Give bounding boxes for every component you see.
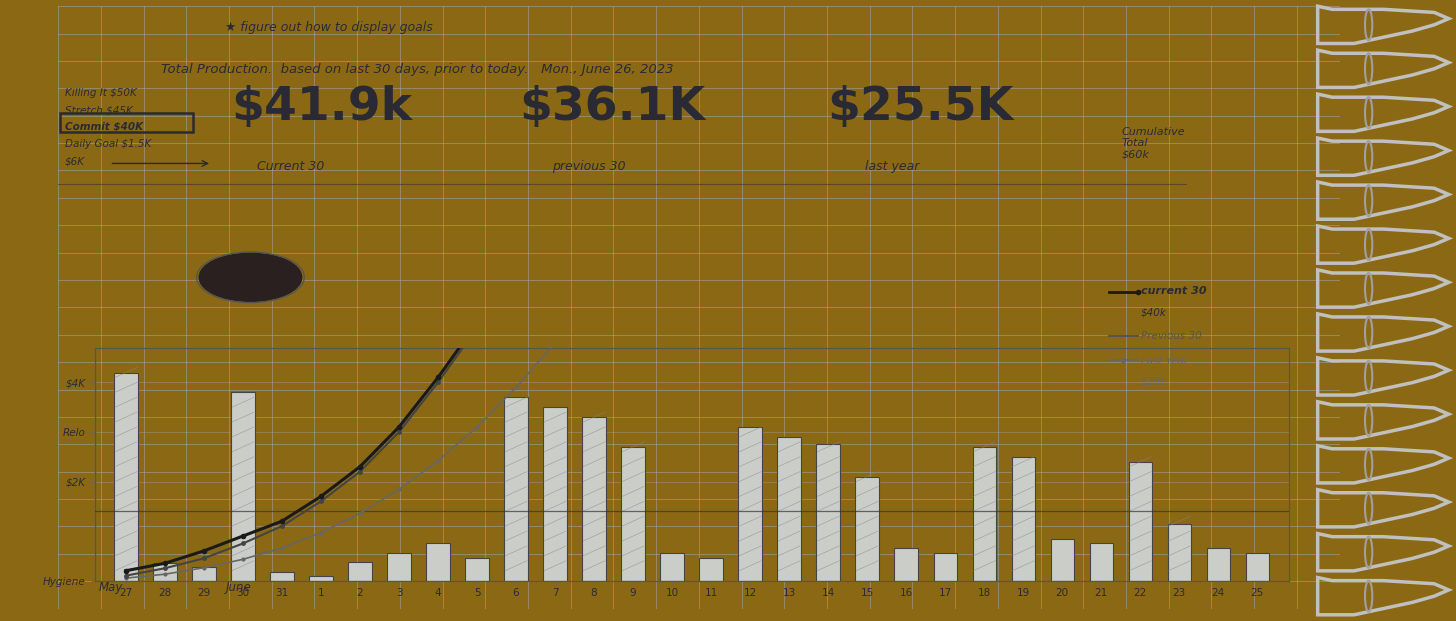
Text: $25.5K: $25.5K [827, 84, 1013, 130]
Circle shape [199, 253, 301, 301]
Bar [699, 558, 722, 581]
Bar [1168, 524, 1191, 581]
Text: Daily Goal $1.5K: Daily Goal $1.5K [64, 138, 151, 149]
Text: Previous 30: Previous 30 [1142, 332, 1201, 342]
Bar [192, 567, 215, 581]
Text: Killing It $50K: Killing It $50K [64, 88, 137, 97]
Bar [778, 437, 801, 581]
Bar [348, 562, 371, 581]
Bar [309, 576, 332, 581]
Text: current 30: current 30 [1142, 286, 1207, 296]
Bar [661, 553, 684, 581]
Bar [153, 563, 176, 581]
Text: Last Year: Last Year [1142, 356, 1188, 366]
Bar [1089, 543, 1112, 581]
Text: June: June [226, 581, 252, 594]
Bar [1207, 548, 1230, 581]
Text: $41.9k: $41.9k [232, 84, 412, 130]
Bar [1051, 538, 1075, 581]
Bar [973, 447, 996, 581]
Text: $36.1K: $36.1K [520, 84, 706, 130]
Bar [933, 553, 957, 581]
Text: Total Production.  based on last 30 days, prior to today.   Mon., June 26, 2023: Total Production. based on last 30 days,… [160, 63, 673, 76]
Text: last year: last year [865, 160, 920, 173]
Bar [543, 407, 566, 581]
Bar [466, 558, 489, 581]
Bar [1246, 553, 1270, 581]
Text: Cumulative
Total
$60k: Cumulative Total $60k [1121, 127, 1185, 160]
Text: $20k: $20k [1142, 377, 1166, 387]
Text: Stretch $45K: Stretch $45K [64, 106, 132, 116]
Bar [894, 548, 917, 581]
Text: Current 30: Current 30 [256, 160, 325, 173]
Bar [387, 553, 411, 581]
Text: May: May [99, 581, 124, 594]
Bar [232, 392, 255, 581]
Bar [504, 397, 527, 581]
Bar [1012, 457, 1035, 581]
Text: ★ figure out how to display goals: ★ figure out how to display goals [224, 21, 432, 34]
Text: $40k: $40k [1142, 307, 1166, 317]
Bar [271, 572, 294, 581]
Bar [114, 373, 137, 581]
Text: $6K: $6K [64, 156, 84, 167]
Bar [582, 417, 606, 581]
Bar [1128, 462, 1152, 581]
Bar [856, 476, 879, 581]
Bar [738, 427, 761, 581]
Bar [622, 447, 645, 581]
Text: previous 30: previous 30 [552, 160, 625, 173]
Bar [427, 543, 450, 581]
Text: Commit $40K: Commit $40K [64, 122, 143, 132]
Bar [817, 445, 840, 581]
